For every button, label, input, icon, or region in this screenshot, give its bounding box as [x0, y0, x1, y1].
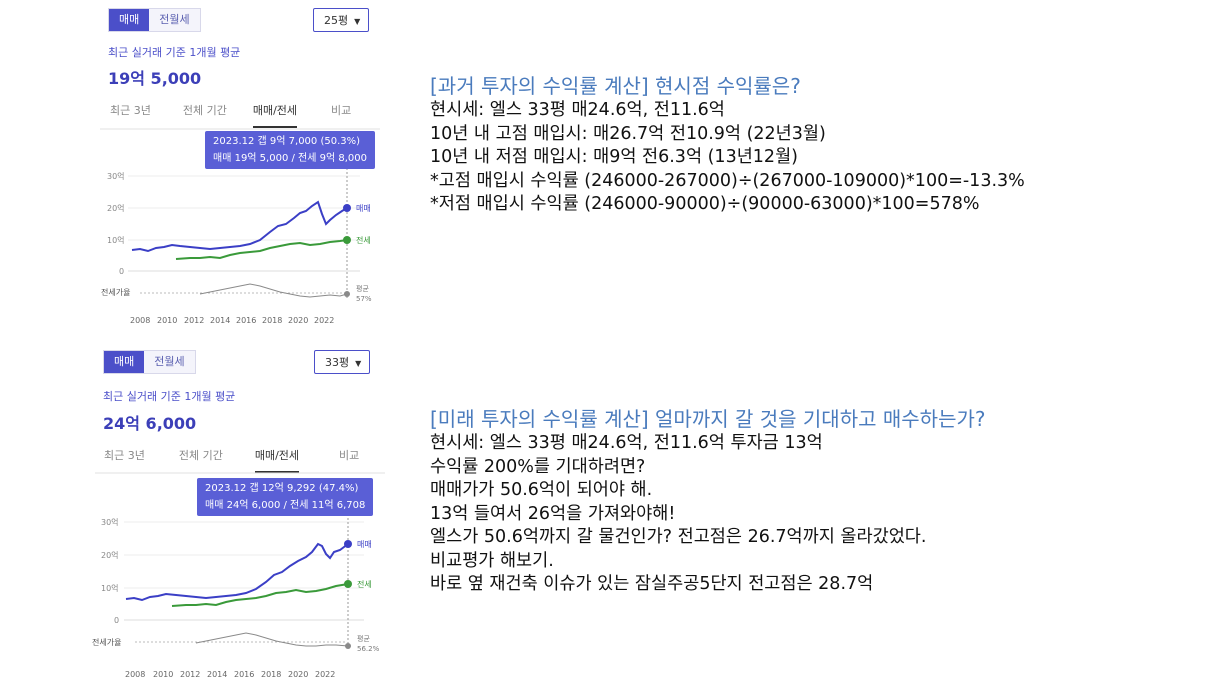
x-label-2008: 2008	[125, 670, 145, 679]
y-label-30: 30억	[101, 517, 119, 527]
y-label-0: 0	[114, 616, 119, 625]
x-label-2018: 2018	[262, 316, 282, 325]
past-line: *저점 매입시 수익률 (246000-90000)÷(90000-63000)…	[430, 194, 980, 214]
x-label-2010: 2010	[153, 670, 173, 679]
price-subtitle: 최근 실거래 기준 1개월 평균	[103, 390, 236, 403]
avg-value: 56.2%	[357, 645, 380, 653]
tooltip-prices: 매매 19억 5,000 / 전세 9억 8,000	[213, 153, 367, 164]
tab-compare[interactable]: 비교	[339, 449, 360, 462]
jeonse-current-point	[343, 236, 351, 244]
tab-sale[interactable]: 매매	[104, 351, 145, 373]
tab-compare[interactable]: 비교	[331, 104, 352, 117]
future-return-section: [미래 투자의 수익률 계산] 얼마까지 갈 것을 기대하고 매수하는가? 현시…	[430, 406, 985, 597]
sale-price-line	[125, 542, 349, 602]
size-select[interactable]: 33평 ▼	[314, 350, 371, 374]
sale-series-label: 매매	[356, 204, 371, 213]
period-tabs: 최근 3년 전체 기간 매매/전세 비교	[104, 447, 359, 473]
ratio-line	[199, 283, 348, 298]
x-label-2022: 2022	[314, 316, 334, 325]
size-select-value: 33평	[325, 356, 350, 369]
future-line: 현시세: 엘스 33평 매24.6억, 전11.6억 투자금 13억	[430, 433, 823, 453]
x-label-2016: 2016	[236, 316, 256, 325]
chart-tooltip: 2023.12 갭 9억 7,000 (50.3%) 매매 19억 5,000 …	[205, 131, 375, 169]
tab-recent-3y[interactable]: 최근 3년	[110, 104, 151, 117]
tooltip-prices: 매매 24억 6,000 / 전세 11억 6,708	[205, 500, 366, 511]
price-history-chart: 30억 20억 10억 0 전세가율 매매 전세 평균 57% 2008 201…	[100, 128, 380, 325]
past-line: 현시세: 엘스 33평 매24.6억, 전11.6억	[430, 100, 725, 120]
sale-price-line	[131, 200, 348, 253]
future-line: 매매가가 50.6억이 되어야 해.	[430, 480, 653, 500]
sale-current-point	[344, 540, 352, 548]
future-line: 바로 옆 재건축 이슈가 있는 잠실주공5단지 전고점은 28.7억	[430, 574, 874, 594]
x-label-2020: 2020	[288, 316, 308, 325]
x-label-2016: 2016	[234, 670, 254, 679]
price-history-chart: 30억 20억 10억 0 전세가율 매매 전세 평균 56.2% 2008 2…	[92, 472, 385, 679]
avg-label: 평균	[357, 634, 370, 643]
chart-panel-33: 매매 전월세 33평 ▼ 최근 실거래 기준 1개월 평균 24억 6,000 최…	[0, 342, 400, 684]
x-label-2022: 2022	[315, 670, 335, 679]
future-title: [미래 투자의 수익률 계산] 얼마까지 갈 것을 기대하고 매수하는가?	[430, 407, 986, 431]
avg-label: 평균	[356, 284, 369, 293]
tab-sale-jeonse[interactable]: 매매/전세	[254, 447, 300, 473]
future-line: 엘스가 50.6억까지 갈 물건인가? 전고점은 26.7억까지 올라갔었다.	[430, 527, 927, 547]
past-return-section: [과거 투자의 수익률 계산] 현시점 수익률은? 현시세: 엘스 33평 매2…	[430, 73, 1025, 217]
price-value: 19억 5,000	[108, 69, 202, 88]
future-line: 13억 들여서 26억을 가져와야해!	[430, 503, 676, 524]
x-label-2014: 2014	[210, 316, 230, 325]
tooltip-gap: 2023.12 갭 9억 7,000 (50.3%)	[213, 136, 361, 147]
past-line: *고점 매입시 수익률 (246000-267000)÷(267000-1090…	[430, 170, 1025, 191]
jeonse-price-line	[175, 239, 348, 260]
sale-series-label: 매매	[357, 540, 372, 549]
tab-all-period[interactable]: 전체 기간	[178, 449, 223, 462]
chevron-down-icon: ▼	[355, 359, 362, 368]
chart-tooltip: 2023.12 갭 12억 9,292 (47.4%) 매매 24억 6,000…	[197, 478, 374, 516]
ratio-current-point	[345, 643, 351, 649]
tab-recent-3y[interactable]: 최근 3년	[104, 449, 145, 462]
tab-rent[interactable]: 전월세	[159, 13, 190, 26]
tooltip-gap: 2023.12 갭 12억 9,292 (47.4%)	[205, 483, 359, 494]
ratio-line	[195, 632, 349, 647]
avg-value: 57%	[356, 295, 372, 303]
ratio-current-point	[344, 291, 350, 297]
trade-type-tabs: 매매 전월세	[103, 350, 196, 374]
x-label-2010: 2010	[157, 316, 177, 325]
ratio-label: 전세가율	[92, 637, 121, 647]
jeonse-price-line	[171, 583, 349, 607]
x-label-2020: 2020	[288, 670, 308, 679]
tab-sale-jeonse[interactable]: 매매/전세	[252, 102, 298, 128]
past-title: [과거 투자의 수익률 계산] 현시점 수익률은?	[430, 74, 801, 98]
size-select-value: 25평	[324, 14, 349, 27]
past-line: 10년 내 저점 매입시: 매9억 전6.3억 (13년12월)	[430, 147, 798, 167]
tab-rent[interactable]: 전월세	[154, 355, 185, 368]
x-label-2014: 2014	[207, 670, 227, 679]
y-label-0: 0	[119, 267, 124, 276]
x-label-2012: 2012	[180, 670, 200, 679]
y-label-10: 10억	[107, 235, 125, 245]
chevron-down-icon: ▼	[354, 17, 361, 26]
y-label-30: 30억	[107, 171, 125, 181]
future-line: 비교평가 해보기.	[430, 550, 554, 571]
jeonse-current-point	[344, 580, 352, 588]
y-label-10: 10억	[101, 583, 119, 593]
future-line: 수익률 200%를 기대하려면?	[430, 456, 646, 477]
trade-type-tabs: 매매 전월세	[108, 8, 201, 32]
size-select[interactable]: 25평 ▼	[313, 8, 370, 32]
price-subtitle: 최근 실거래 기준 1개월 평균	[108, 46, 241, 59]
y-label-20: 20억	[101, 550, 119, 560]
ratio-label: 전세가율	[101, 287, 130, 297]
sale-current-point	[343, 204, 351, 212]
x-label-2012: 2012	[184, 316, 204, 325]
x-label-2018: 2018	[261, 670, 281, 679]
tab-all-period[interactable]: 전체 기간	[182, 104, 227, 117]
tab-sale[interactable]: 매매	[109, 9, 150, 31]
y-label-20: 20억	[107, 203, 125, 213]
x-label-2008: 2008	[130, 316, 150, 325]
jeonse-series-label: 전세	[356, 235, 371, 245]
price-value: 24억 6,000	[103, 414, 197, 433]
period-tabs: 최근 3년 전체 기간 매매/전세 비교	[110, 102, 351, 128]
jeonse-series-label: 전세	[357, 579, 372, 589]
past-line: 10년 내 고점 매입시: 매26.7억 전10.9억 (22년3월)	[430, 123, 826, 144]
chart-panel-25: 매매 전월세 25평 ▼ 최근 실거래 기준 1개월 평균 19억 5,000 최…	[0, 0, 400, 342]
